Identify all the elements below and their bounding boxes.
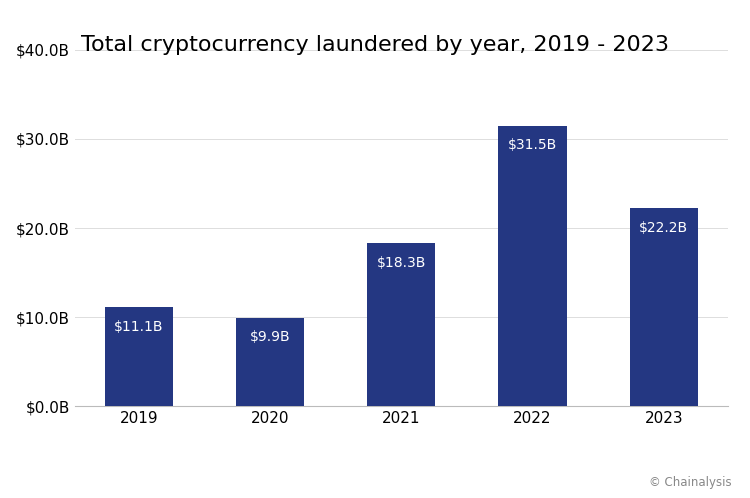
- Bar: [368, 243, 435, 406]
- Text: $18.3B: $18.3B: [376, 255, 426, 269]
- Text: $11.1B: $11.1B: [114, 320, 164, 334]
- Text: $22.2B: $22.2B: [639, 221, 688, 235]
- Text: Total cryptocurrency laundered by year, 2019 - 2023: Total cryptocurrency laundered by year, …: [81, 35, 669, 55]
- Text: © Chainalysis: © Chainalysis: [649, 476, 731, 489]
- Bar: [498, 125, 566, 406]
- Bar: [105, 307, 173, 406]
- Bar: [236, 318, 304, 406]
- Text: $9.9B: $9.9B: [250, 331, 290, 345]
- Bar: [629, 209, 698, 406]
- Text: $31.5B: $31.5B: [508, 138, 557, 152]
